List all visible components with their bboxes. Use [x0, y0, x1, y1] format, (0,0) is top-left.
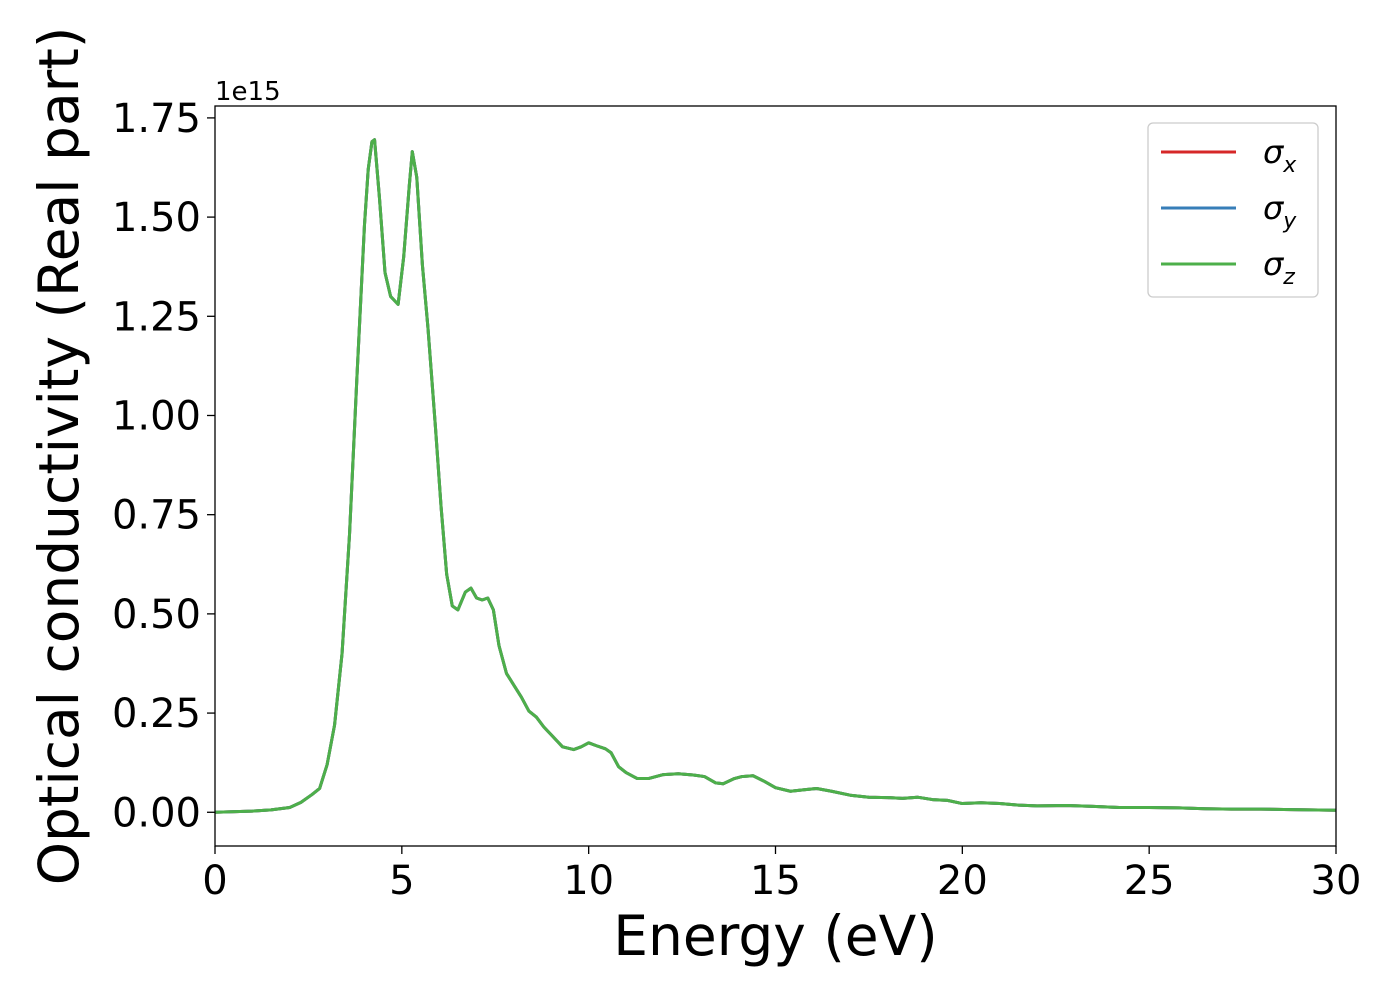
y-tick-label: 1.00 [112, 393, 201, 439]
y-tick-label: 0.25 [112, 691, 201, 737]
y-tick-label: 1.50 [112, 195, 201, 241]
x-tick-label: 30 [1311, 858, 1362, 904]
legend-box [1147, 122, 1319, 298]
plot-area [215, 138, 1336, 814]
y-axis-title: Optical conductivity (Real part) [27, 27, 91, 886]
x-axis: 0 5 10 15 20 25 30 [202, 846, 1361, 904]
x-axis-title: Energy (eV) [613, 904, 937, 968]
plot-frame [214, 105, 1337, 847]
x-tick-label: 15 [750, 858, 801, 904]
y-axis-offset-label: 1e15 [215, 77, 281, 107]
y-tick-label: 1.75 [112, 96, 201, 142]
y-tick-label: 0.75 [112, 493, 201, 539]
series-line-sigma-z [215, 138, 1336, 814]
x-tick-label: 5 [389, 858, 414, 904]
x-tick-label: 25 [1124, 858, 1175, 904]
x-tick-label: 10 [563, 858, 614, 904]
y-tick-label: 0.50 [112, 592, 201, 638]
x-tick-label: 0 [202, 858, 227, 904]
x-tick-label: 20 [937, 858, 988, 904]
y-axis: 0.00 0.25 0.50 0.75 1.00 1.25 1.50 1.75 [112, 96, 215, 836]
y-tick-label: 0.00 [112, 790, 201, 836]
y-tick-label: 1.25 [112, 294, 201, 340]
